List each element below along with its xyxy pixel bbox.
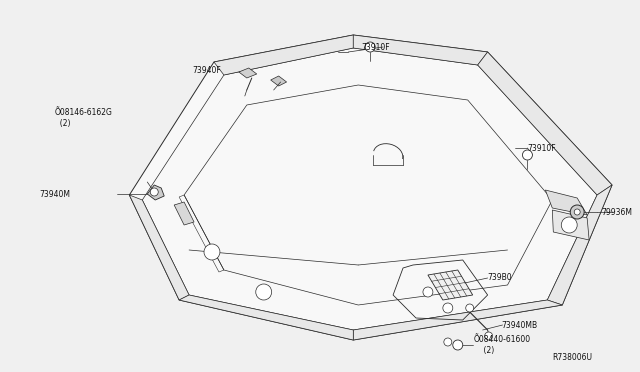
Text: 73940M: 73940M: [40, 189, 71, 199]
Circle shape: [443, 303, 452, 313]
Polygon shape: [353, 300, 563, 340]
Circle shape: [452, 340, 463, 350]
Polygon shape: [184, 85, 552, 305]
Circle shape: [574, 209, 580, 215]
Polygon shape: [174, 202, 194, 225]
Text: Õ08440-61600
    (2): Õ08440-61600 (2): [474, 335, 531, 355]
Circle shape: [444, 338, 452, 346]
Circle shape: [522, 150, 532, 160]
Text: 79936M: 79936M: [601, 208, 632, 217]
Circle shape: [423, 287, 433, 297]
Text: 73940MB: 73940MB: [502, 321, 538, 330]
Polygon shape: [428, 270, 473, 300]
Polygon shape: [353, 35, 488, 65]
Circle shape: [150, 188, 158, 196]
Polygon shape: [271, 76, 287, 86]
Polygon shape: [547, 185, 612, 305]
Text: 73910F: 73910F: [527, 144, 556, 153]
Polygon shape: [239, 68, 257, 78]
Circle shape: [204, 244, 220, 260]
Polygon shape: [214, 35, 353, 75]
Circle shape: [466, 304, 474, 312]
Circle shape: [561, 217, 577, 233]
Text: 739B0: 739B0: [488, 273, 512, 282]
Text: Õ08146-6162G
  (2): Õ08146-6162G (2): [55, 108, 113, 128]
Polygon shape: [545, 190, 587, 215]
Polygon shape: [179, 295, 353, 340]
Polygon shape: [129, 195, 189, 300]
Polygon shape: [129, 35, 612, 340]
Circle shape: [484, 332, 493, 340]
Text: 73910F: 73910F: [361, 42, 390, 51]
Polygon shape: [147, 185, 164, 200]
Text: R738006U: R738006U: [552, 353, 592, 362]
Circle shape: [365, 42, 375, 52]
Text: 73940F: 73940F: [192, 65, 221, 74]
Circle shape: [570, 205, 584, 219]
Circle shape: [256, 284, 271, 300]
Polygon shape: [552, 210, 589, 240]
Polygon shape: [477, 52, 612, 195]
